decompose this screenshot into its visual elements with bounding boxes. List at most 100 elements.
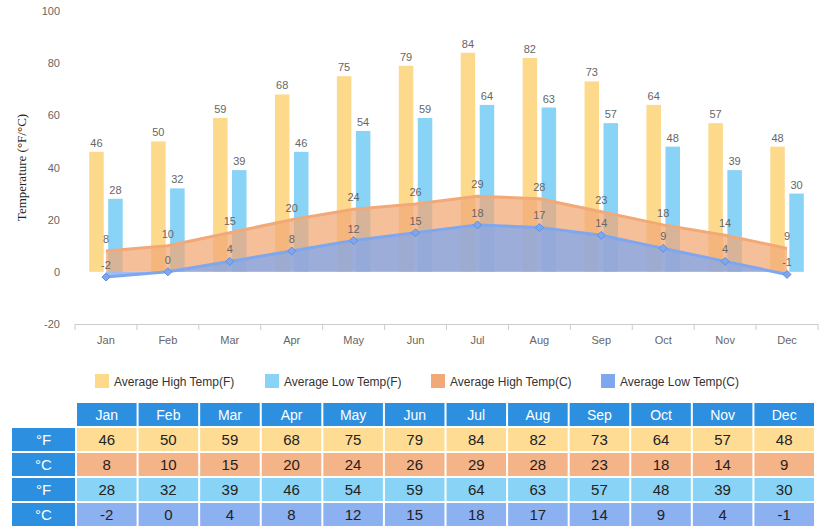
table-header: Nov	[710, 407, 735, 423]
data-label: 9	[784, 230, 790, 242]
table-cell	[385, 503, 445, 526]
table-value: 4	[226, 506, 234, 523]
y-tick-label: 60	[48, 109, 60, 121]
table-value: 46	[98, 431, 115, 448]
data-label: 28	[109, 184, 121, 196]
data-label: 63	[543, 93, 555, 105]
table-row-label-cell	[12, 428, 75, 451]
table-row-label: °F	[36, 431, 51, 448]
data-label: -2	[101, 259, 111, 271]
table-cell	[139, 478, 199, 501]
data-labels: 4650596875798482736457482832394654596463…	[90, 38, 802, 271]
table-cell	[77, 453, 137, 476]
table-value: 4	[718, 506, 726, 523]
data-label: 48	[771, 132, 783, 144]
table-cell	[200, 428, 260, 451]
y-tick	[71, 63, 75, 64]
data-label: 64	[648, 90, 660, 102]
table-cell	[385, 453, 445, 476]
table-value: 28	[530, 456, 547, 473]
y-tick	[71, 324, 75, 325]
table-value: 63	[530, 481, 547, 498]
table-value: 39	[222, 481, 239, 498]
table-value: 54	[345, 481, 362, 498]
table-cell	[77, 478, 137, 501]
table-cell	[570, 453, 630, 476]
data-label: 68	[276, 79, 288, 91]
data-label: 14	[595, 217, 607, 229]
table-value: 32	[160, 481, 177, 498]
data-label: 57	[605, 108, 617, 120]
table-value: 8	[287, 506, 295, 523]
table-cell	[323, 428, 383, 451]
table-value: 17	[530, 506, 547, 523]
x-tick-label: Oct	[655, 334, 672, 346]
table-cell	[447, 503, 507, 526]
table-header-cell	[77, 403, 137, 426]
table-header: Aug	[525, 407, 550, 423]
data-label: 73	[586, 66, 598, 78]
table-cell	[200, 503, 260, 526]
table-value: 14	[714, 456, 731, 473]
data-label: 50	[152, 126, 164, 138]
table-header: Sep	[587, 407, 612, 423]
x-tick	[694, 324, 695, 330]
table-value: 18	[653, 456, 670, 473]
table-value: 48	[776, 431, 793, 448]
table-cell	[570, 478, 630, 501]
table-cell	[693, 478, 753, 501]
x-tick-label: Jan	[97, 334, 115, 346]
table-header-cell	[754, 403, 814, 426]
plot	[89, 53, 804, 281]
table-value: 8	[103, 456, 111, 473]
marker	[226, 257, 234, 265]
table-cell	[693, 453, 753, 476]
table-cell	[754, 453, 814, 476]
data-label: 10	[162, 228, 174, 240]
x-tick-label: Feb	[158, 334, 177, 346]
table-value: -2	[100, 506, 113, 523]
table-value: 59	[222, 431, 239, 448]
table-cell	[77, 428, 137, 451]
y-tick	[71, 11, 75, 12]
table-header: May	[340, 407, 366, 423]
table-cell	[693, 428, 753, 451]
x-tick	[446, 324, 447, 330]
table-header: Dec	[772, 407, 797, 423]
marker	[597, 231, 605, 239]
data-label: 8	[289, 233, 295, 245]
data-label: 54	[357, 116, 369, 128]
table-cell	[631, 453, 691, 476]
x-tick	[322, 324, 323, 330]
legend-swatch	[95, 374, 109, 388]
y-tick-label: 100	[42, 5, 60, 17]
table-cell	[508, 428, 568, 451]
table-cell	[262, 478, 322, 501]
table-cell	[323, 503, 383, 526]
table-row-label-cell	[12, 453, 75, 476]
marker	[473, 221, 481, 229]
table-row-label: °C	[35, 506, 52, 523]
table-cell	[754, 478, 814, 501]
table-value: 0	[164, 506, 172, 523]
table-value: 20	[283, 456, 300, 473]
data-label: 82	[524, 43, 536, 55]
marker	[164, 268, 172, 276]
x-tick-label: May	[343, 334, 364, 346]
table-value: 84	[468, 431, 485, 448]
data-label: 12	[348, 223, 360, 235]
table-cell	[139, 428, 199, 451]
table-cell	[139, 453, 199, 476]
table-header: Apr	[281, 407, 303, 423]
data-label: 39	[729, 155, 741, 167]
legend-swatch	[431, 374, 445, 388]
y-tick	[71, 115, 75, 116]
table-cell	[139, 503, 199, 526]
x-tick-label: Jun	[407, 334, 425, 346]
marker	[412, 229, 420, 237]
table-cell	[693, 503, 753, 526]
x-tick	[136, 324, 137, 330]
table-cell	[385, 428, 445, 451]
table-value: 79	[406, 431, 423, 448]
y-tick-label: 0	[54, 266, 60, 278]
